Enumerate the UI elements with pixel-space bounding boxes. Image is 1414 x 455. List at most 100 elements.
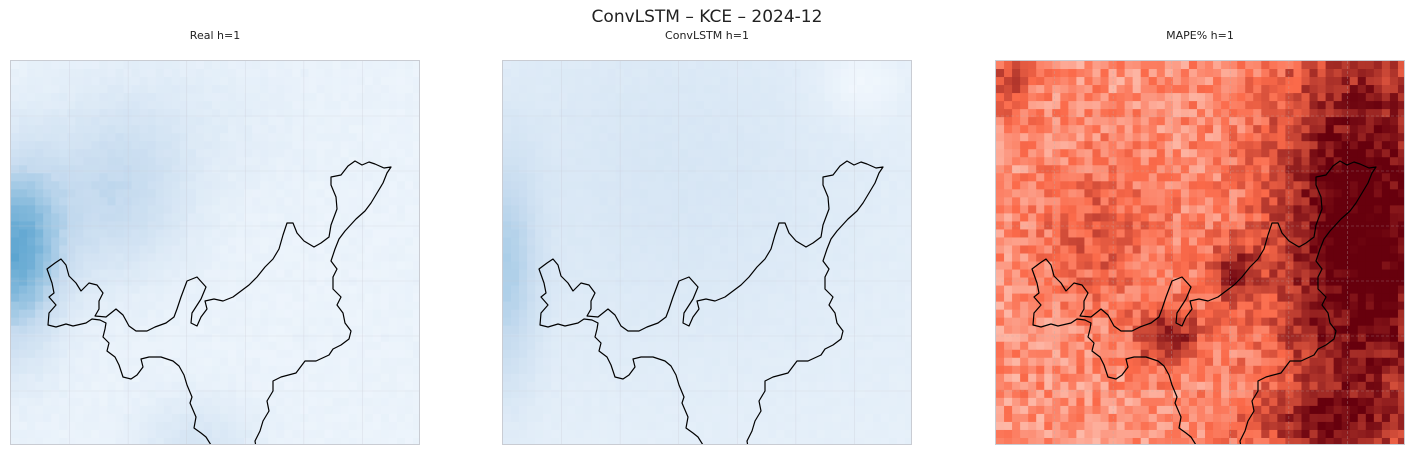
heatmap-cell xyxy=(551,117,560,126)
heatmap-cell xyxy=(59,389,68,399)
heatmap-cell xyxy=(244,141,253,150)
heatmap-cell xyxy=(11,357,20,367)
heatmap-cell xyxy=(792,293,802,303)
heatmap-cell xyxy=(527,69,536,78)
heatmap-cell xyxy=(695,365,705,375)
heatmap-cell xyxy=(404,189,414,198)
heatmap-cell xyxy=(220,213,229,223)
heatmap-cell xyxy=(639,381,649,391)
heatmap-cell xyxy=(388,157,398,166)
heatmap-cell xyxy=(792,205,802,214)
heatmap-cell xyxy=(639,197,649,206)
heatmap-cell xyxy=(503,421,512,431)
heatmap-cell xyxy=(396,389,406,399)
heatmap-cell xyxy=(179,85,189,94)
heatmap-cell xyxy=(99,221,109,231)
heatmap-cell xyxy=(551,349,560,359)
heatmap-cell xyxy=(519,133,528,142)
heatmap-cell xyxy=(503,325,512,335)
heatmap-cell xyxy=(147,261,157,271)
heatmap-cell xyxy=(228,69,237,78)
heatmap-cell xyxy=(687,341,697,351)
heatmap-cell xyxy=(543,373,552,383)
heatmap-cell xyxy=(75,421,84,431)
heatmap-cell xyxy=(703,293,713,303)
heatmap-cell xyxy=(832,149,842,158)
heatmap-cell xyxy=(324,397,334,407)
heatmap-cell xyxy=(300,349,310,359)
heatmap-cell xyxy=(728,405,737,415)
heatmap-cell xyxy=(599,341,609,351)
heatmap-cell xyxy=(324,317,334,327)
heatmap-cell xyxy=(412,101,419,110)
heatmap-cell xyxy=(832,117,842,126)
heatmap-cell xyxy=(752,117,761,126)
heatmap-cell xyxy=(800,149,810,158)
heatmap-cell xyxy=(308,141,318,150)
heatmap-cell xyxy=(792,333,802,343)
heatmap-cell xyxy=(503,61,512,70)
heatmap-cell xyxy=(784,333,794,343)
heatmap-cell xyxy=(220,301,229,311)
heatmap-cell xyxy=(744,77,753,86)
heatmap-cell xyxy=(840,285,850,295)
heatmap-cell xyxy=(11,149,20,158)
heatmap-cell xyxy=(904,285,911,295)
heatmap-cell xyxy=(11,293,20,303)
heatmap-cell xyxy=(27,93,36,102)
heatmap-cell xyxy=(896,301,906,311)
heatmap-cell xyxy=(687,365,697,375)
heatmap-cell xyxy=(792,125,802,134)
heatmap-cell xyxy=(671,277,681,287)
heatmap-cell xyxy=(583,293,593,303)
heatmap-cell xyxy=(139,149,149,158)
heatmap-cell xyxy=(155,189,165,198)
heatmap-cell xyxy=(1196,61,1206,70)
heatmap-cell xyxy=(776,253,785,263)
heatmap-cell xyxy=(228,173,237,182)
panel-title-real: Real h=1 xyxy=(189,29,241,42)
heatmap-cell xyxy=(607,365,617,375)
heatmap-cell xyxy=(712,397,721,407)
heatmap-cell xyxy=(123,117,133,126)
heatmap-cell xyxy=(187,301,197,311)
heatmap-cell xyxy=(123,381,133,391)
heatmap-cell xyxy=(348,181,358,190)
heatmap-cell xyxy=(300,109,310,118)
heatmap-cell xyxy=(83,77,92,86)
heatmap-cell xyxy=(824,381,834,391)
heatmap-cell xyxy=(736,61,745,70)
heatmap-cell xyxy=(607,109,617,118)
heatmap-cell xyxy=(728,157,737,166)
heatmap-cell xyxy=(679,205,689,214)
heatmap-cell xyxy=(800,341,810,351)
heatmap-cell xyxy=(896,133,906,142)
heatmap-cell xyxy=(43,333,52,343)
heatmap-cell xyxy=(268,293,277,303)
heatmap-cell xyxy=(179,157,189,166)
heatmap-cell xyxy=(575,117,584,126)
heatmap-cell xyxy=(728,309,737,319)
heatmap-cell xyxy=(163,245,173,255)
heatmap-cell xyxy=(19,173,28,182)
heatmap-cell xyxy=(800,325,810,335)
heatmap-cell xyxy=(107,317,117,327)
heatmap-cell xyxy=(655,157,665,166)
heatmap-cell xyxy=(904,77,911,86)
heatmap-cell xyxy=(236,357,245,367)
heatmap-cell xyxy=(567,77,576,86)
heatmap-cell xyxy=(115,205,125,214)
heatmap-cell xyxy=(75,389,84,399)
heatmap-cell xyxy=(43,317,52,327)
heatmap-cell xyxy=(107,213,117,223)
heatmap-cell xyxy=(864,213,874,223)
heatmap-cell xyxy=(695,133,705,142)
heatmap-cell xyxy=(308,221,318,231)
heatmap-cell xyxy=(655,221,665,231)
heatmap-cell xyxy=(744,173,753,182)
heatmap-cell xyxy=(340,205,350,214)
heatmap-cell xyxy=(83,365,92,375)
heatmap-cell xyxy=(623,373,633,383)
heatmap-cell xyxy=(364,333,374,343)
heatmap-cell xyxy=(744,93,753,102)
